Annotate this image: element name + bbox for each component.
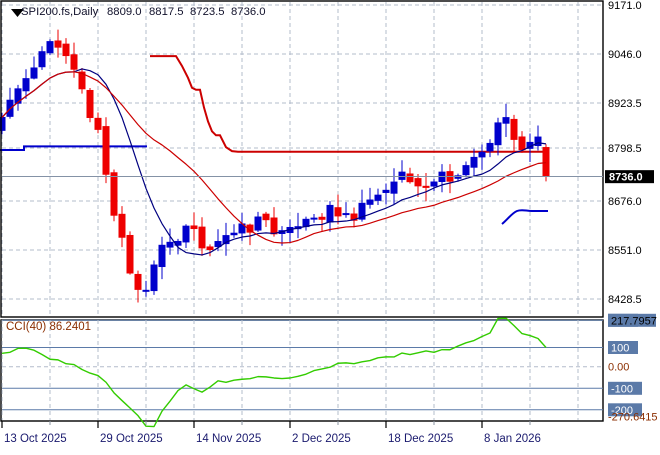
svg-text:SPI200.fs,Daily: SPI200.fs,Daily <box>21 6 99 18</box>
svg-text:2 Dec 2025: 2 Dec 2025 <box>292 433 351 445</box>
svg-text:14 Nov 2025: 14 Nov 2025 <box>196 433 261 445</box>
svg-text:-270.6415: -270.6415 <box>608 412 658 424</box>
svg-text:8809.0: 8809.0 <box>107 6 142 18</box>
svg-text:8736.0: 8736.0 <box>231 6 266 18</box>
svg-text:8723.5: 8723.5 <box>190 6 225 18</box>
svg-text:8798.5: 8798.5 <box>608 143 642 155</box>
svg-text:100: 100 <box>611 343 629 355</box>
svg-text:0.00: 0.00 <box>608 362 629 374</box>
svg-text:-100: -100 <box>611 383 633 395</box>
svg-text:8551.0: 8551.0 <box>608 245 642 257</box>
svg-text:13 Oct 2025: 13 Oct 2025 <box>4 433 67 445</box>
svg-text:18 Dec 2025: 18 Dec 2025 <box>388 433 453 445</box>
svg-text:8676.0: 8676.0 <box>608 196 642 208</box>
svg-text:8 Jan 2026: 8 Jan 2026 <box>484 433 541 445</box>
svg-text:29 Oct 2025: 29 Oct 2025 <box>100 433 163 445</box>
svg-text:8428.5: 8428.5 <box>608 294 642 306</box>
svg-text:8923.5: 8923.5 <box>608 98 642 110</box>
svg-text:8736.0: 8736.0 <box>609 171 643 183</box>
svg-text:CCI(40) 86.2401: CCI(40) 86.2401 <box>6 321 91 333</box>
svg-text:217.7957: 217.7957 <box>611 315 657 327</box>
svg-text:8817.5: 8817.5 <box>149 6 184 18</box>
svg-text:9046.0: 9046.0 <box>608 49 642 61</box>
